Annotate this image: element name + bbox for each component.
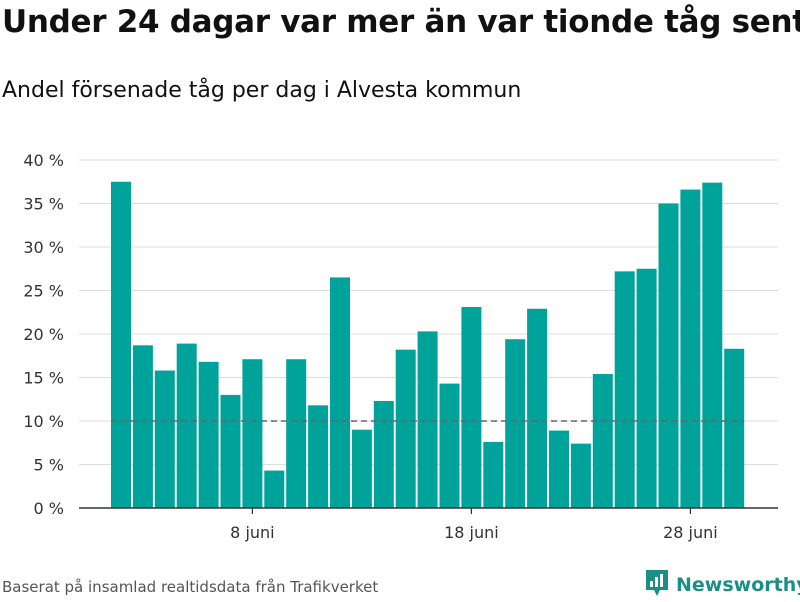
y-tick-label: 5 % xyxy=(34,456,64,475)
bar xyxy=(549,430,569,508)
y-tick-label: 10 % xyxy=(23,412,64,431)
bar xyxy=(483,441,504,508)
bar xyxy=(724,348,745,508)
y-axis: 0 % 5 % 10 % 15 % 20 % 25 % 30 % 35 % 40 % xyxy=(23,151,64,518)
bar xyxy=(220,394,241,508)
source-note: Baserat på insamlad realtidsdata från Tr… xyxy=(2,578,379,596)
bar xyxy=(351,429,372,508)
bar xyxy=(614,271,635,508)
bar xyxy=(702,182,723,508)
chart-title: Under 24 dagar var mer än var tionde tåg… xyxy=(2,4,800,40)
bar xyxy=(417,331,438,508)
bar xyxy=(395,349,416,508)
x-tick-label: 8 juni xyxy=(230,523,274,542)
bar xyxy=(680,189,701,508)
bar xyxy=(505,339,526,508)
bar xyxy=(242,359,263,508)
y-tick-label: 35 % xyxy=(23,195,64,214)
x-axis: 8 juni 18 juni 28 juni xyxy=(79,507,778,542)
bars xyxy=(111,181,745,508)
bar xyxy=(308,405,329,508)
bar xyxy=(111,181,131,508)
bar xyxy=(176,343,197,508)
chart-subtitle: Andel försenade tåg per dag i Alvesta ko… xyxy=(2,78,522,103)
bar xyxy=(154,370,175,508)
bar xyxy=(286,359,307,508)
bar-chart: 0 % 5 % 10 % 15 % 20 % 25 % 30 % 35 % 40 % 8 jun… xyxy=(23,151,778,542)
bar xyxy=(198,361,219,508)
brand-name: Newsworthy xyxy=(676,574,800,596)
bar xyxy=(527,308,548,508)
bar xyxy=(461,307,482,508)
bar xyxy=(570,443,591,508)
bar xyxy=(330,277,350,508)
x-tick-label: 18 juni xyxy=(444,523,499,542)
x-tick-label: 28 juni xyxy=(663,523,718,542)
y-tick-label: 15 % xyxy=(23,369,64,388)
bar xyxy=(264,470,285,508)
y-tick-label: 40 % xyxy=(23,151,64,170)
newsworthy-logo-icon xyxy=(644,568,670,602)
y-tick-label: 25 % xyxy=(23,282,64,301)
brand-logo: Newsworthy xyxy=(644,568,800,602)
y-tick-label: 30 % xyxy=(23,238,64,257)
bar xyxy=(636,268,657,508)
bar xyxy=(658,203,679,508)
bar xyxy=(132,345,153,508)
bar xyxy=(592,374,613,508)
bar xyxy=(439,383,460,508)
y-tick-label: 0 % xyxy=(34,499,64,518)
y-tick-label: 20 % xyxy=(23,325,64,344)
bar xyxy=(373,400,394,508)
